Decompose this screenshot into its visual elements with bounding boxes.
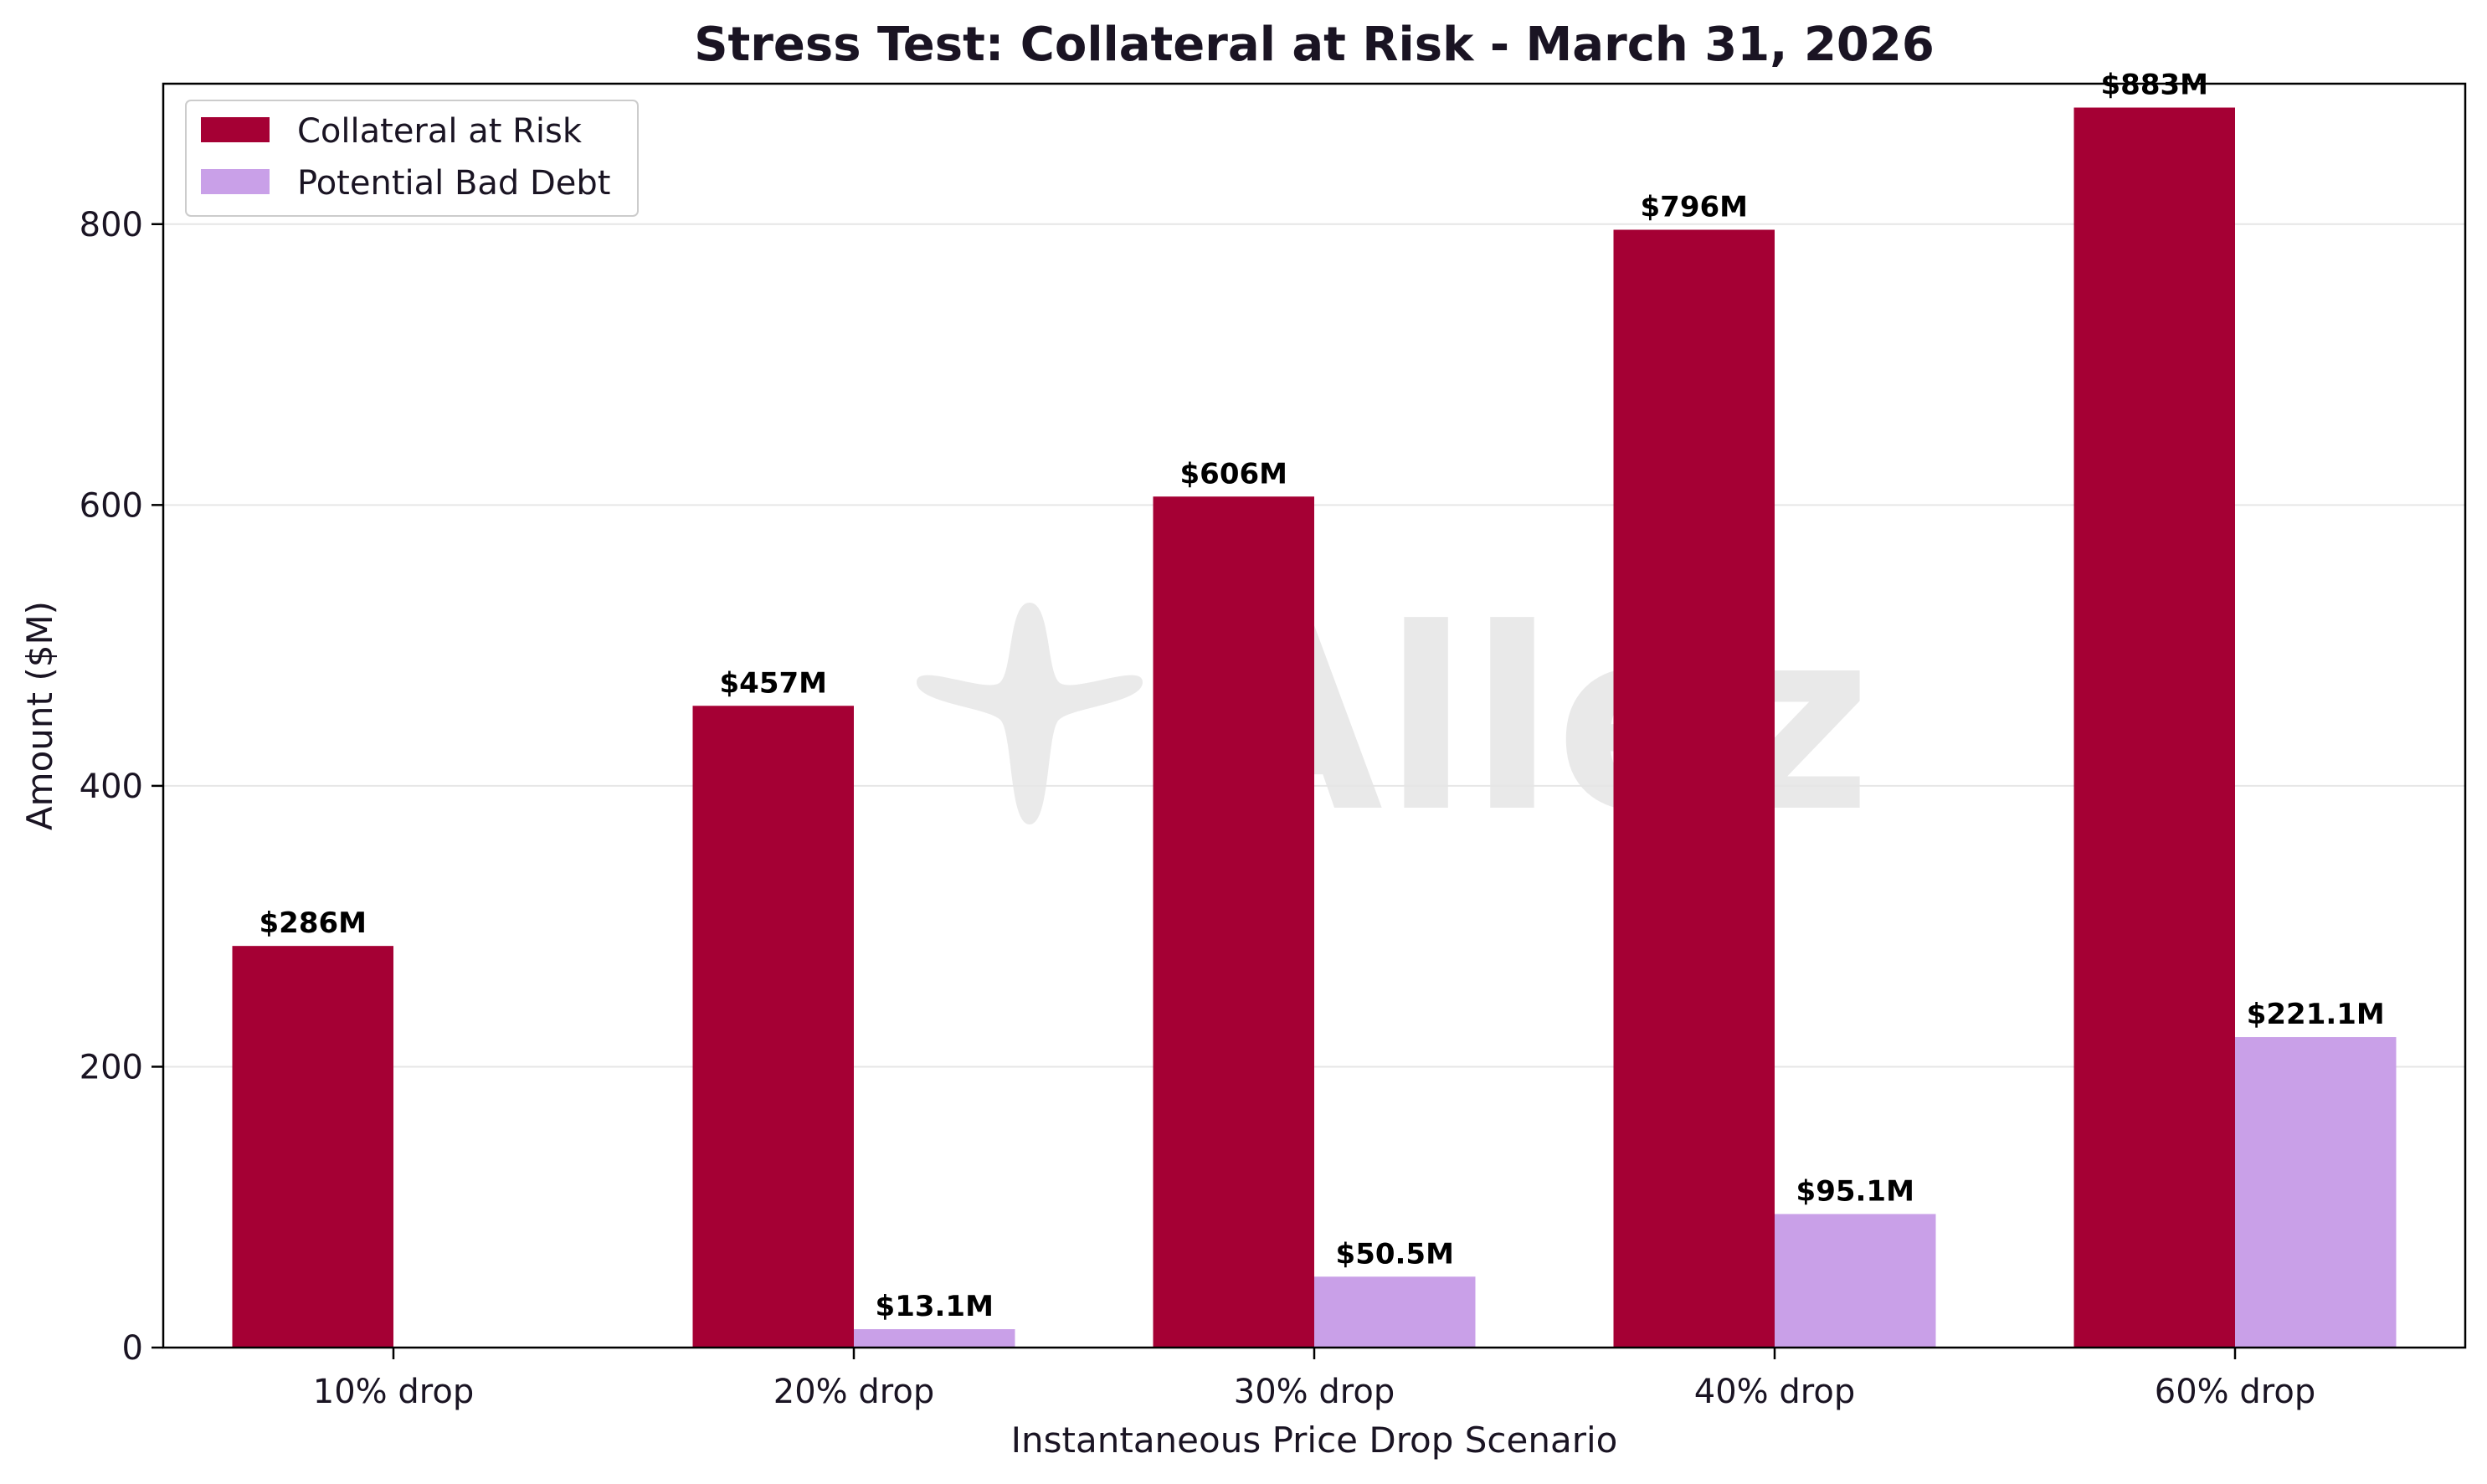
legend-swatch-bad-debt [201, 169, 270, 194]
data-label-potential-bad-debt: $50.5M [1336, 1237, 1454, 1271]
x-tick-label: 40% drop [1694, 1373, 1855, 1411]
bar-potential-bad-debt [854, 1329, 1015, 1348]
legend: Collateral at Risk Potential Bad Debt [185, 100, 639, 217]
data-label-collateral-at-risk: $286M [259, 906, 367, 940]
x-axis-label: Instantaneous Price Drop Scenario [1011, 1420, 1618, 1461]
bar-collateral-at-risk [1613, 229, 1775, 1348]
y-tick-label: 600 [80, 486, 143, 525]
legend-label-bad-debt: Potential Bad Debt [297, 164, 611, 203]
bar-collateral-at-risk [2073, 107, 2235, 1348]
x-axis: 10% drop 20% drop 30% drop 40% drop 60% drop [313, 1348, 2315, 1411]
bar-collateral-at-risk [232, 946, 393, 1348]
bars [232, 107, 2397, 1348]
x-tick-label: 20% drop [773, 1373, 934, 1411]
data-label-potential-bad-debt: $221.1M [2247, 998, 2385, 1031]
data-labels: $286M $457M $13.1M $606M $50.5M $796M $95.1M $8… [259, 69, 2385, 1323]
y-tick-label: 200 [80, 1048, 143, 1086]
data-label-collateral-at-risk: $883M [2101, 69, 2208, 102]
x-tick-label: 60% drop [2155, 1373, 2315, 1411]
bar-potential-bad-debt [1775, 1214, 1936, 1348]
data-label-potential-bad-debt: $95.1M [1796, 1174, 1914, 1208]
sparkle-icon [917, 603, 1143, 824]
legend-swatch-collateral [201, 117, 270, 142]
data-label-potential-bad-debt: $13.1M [876, 1290, 994, 1323]
data-label-collateral-at-risk: $457M [720, 666, 827, 700]
chart-title: Stress Test: Collateral at Risk - March … [694, 18, 1935, 72]
legend-label-collateral: Collateral at Risk [297, 112, 583, 151]
bar-potential-bad-debt [1314, 1276, 1476, 1348]
y-axis: 0 200 400 600 800 [80, 206, 163, 1368]
y-tick-label: 0 [122, 1329, 143, 1368]
legend-box [185, 100, 639, 217]
data-label-collateral-at-risk: $606M [1180, 457, 1287, 490]
bar-potential-bad-debt [2235, 1037, 2397, 1348]
data-label-collateral-at-risk: $796M [1641, 190, 1748, 223]
y-tick-label: 800 [80, 206, 143, 244]
bar-collateral-at-risk [692, 706, 854, 1348]
y-tick-label: 400 [80, 768, 143, 806]
bar-collateral-at-risk [1153, 496, 1314, 1348]
y-axis-label: Amount ($M) [19, 601, 60, 830]
x-tick-label: 30% drop [1234, 1373, 1395, 1411]
x-tick-label: 10% drop [313, 1373, 474, 1411]
